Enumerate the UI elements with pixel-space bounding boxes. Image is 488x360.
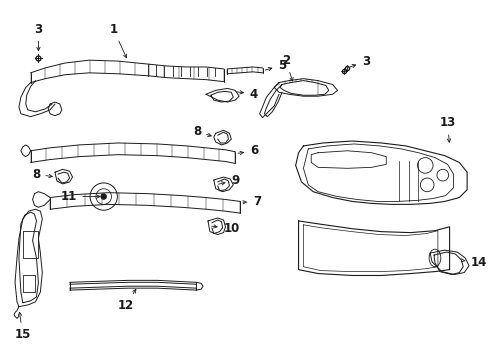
Text: 1: 1: [109, 23, 126, 58]
Text: 3: 3: [34, 23, 42, 51]
Circle shape: [101, 194, 106, 199]
Bar: [23, 275, 35, 292]
Text: 15: 15: [15, 312, 31, 341]
Text: 11: 11: [61, 190, 100, 203]
Text: 5: 5: [264, 59, 286, 72]
Text: 12: 12: [118, 289, 136, 312]
Text: 2: 2: [281, 54, 292, 81]
Text: 14: 14: [460, 256, 487, 269]
Text: 7: 7: [243, 195, 261, 208]
Text: 8: 8: [192, 125, 211, 138]
Text: 10: 10: [211, 222, 239, 235]
Bar: [23, 231, 39, 258]
Text: 6: 6: [238, 144, 258, 157]
Text: 9: 9: [218, 174, 239, 186]
Text: 13: 13: [439, 116, 455, 142]
Text: 8: 8: [32, 168, 52, 181]
Text: 4: 4: [236, 88, 258, 101]
Text: 3: 3: [349, 55, 369, 68]
